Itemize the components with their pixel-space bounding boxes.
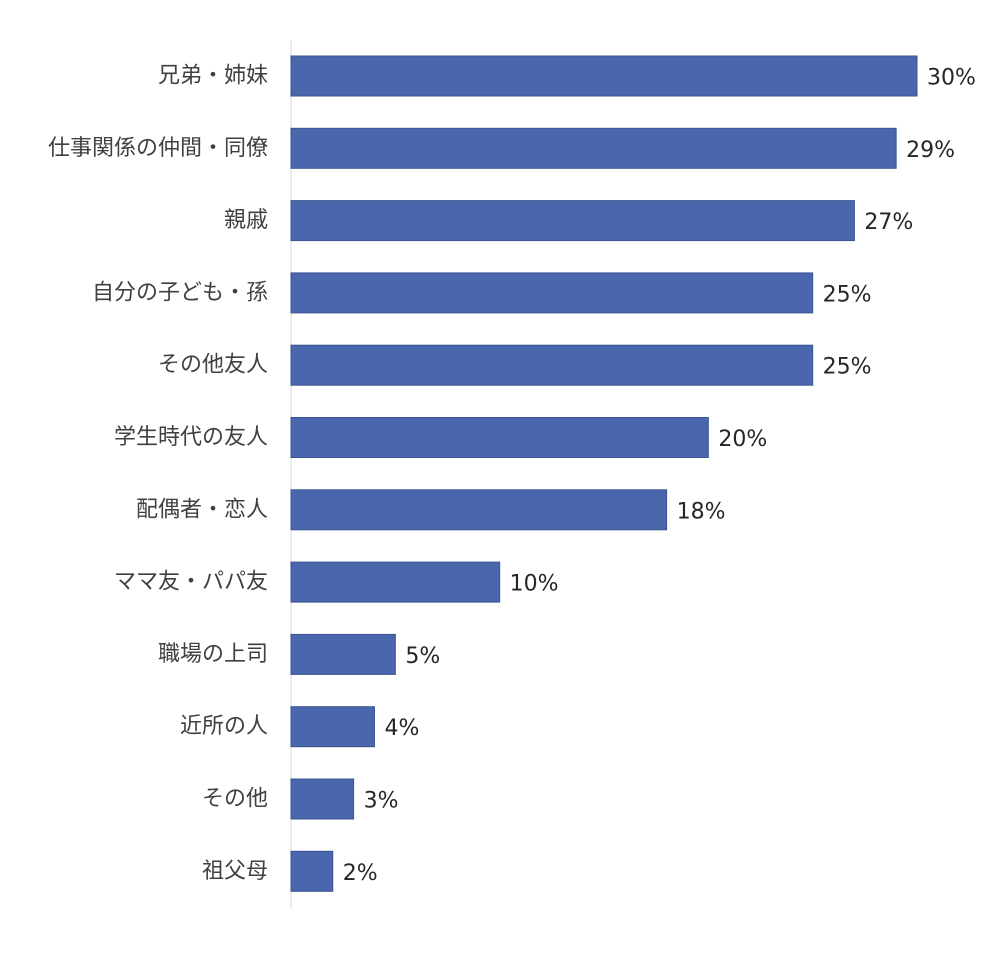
bar [290,127,897,169]
category-label: ママ友・パパ友 [114,570,268,595]
category-label: 近所の人 [180,714,268,739]
category-label: 兄弟・姉妹 [158,64,268,89]
category-labels-group: 兄弟・姉妹仕事関係の仲間・同僚親戚自分の子ども・孫その他友人学生時代の友人配偶者… [48,64,268,884]
bar [290,417,709,458]
bar [290,850,334,892]
category-label: 職場の上司 [158,642,268,667]
category-label: その他 [202,787,268,812]
bar [290,706,375,748]
category-label: 学生時代の友人 [114,425,268,450]
value-label: 20% [718,427,767,452]
category-label: 仕事関係の仲間・同僚 [48,136,268,161]
value-label: 25% [823,282,872,307]
bar [290,489,668,531]
bar [290,778,355,820]
category-label: 配偶者・恋人 [136,497,268,522]
bar [290,633,396,675]
bars-group [290,55,918,892]
value-label: 5% [405,644,440,669]
value-label: 30% [927,66,976,91]
value-label: 29% [906,138,955,163]
category-label: 自分の子ども・孫 [92,280,268,305]
category-label: 親戚 [224,208,268,233]
category-label: その他友人 [158,353,268,378]
value-label: 3% [364,789,399,814]
bar [290,200,855,242]
bar [290,55,918,97]
bar [290,272,814,314]
value-label: 27% [864,210,913,235]
value-label: 4% [384,716,419,741]
value-label: 25% [823,355,872,380]
category-label: 祖父母 [202,859,268,884]
bar [290,344,814,386]
value-label: 10% [510,572,559,597]
bar [290,561,501,603]
value-label: 2% [343,861,378,886]
value-label: 18% [677,499,726,524]
value-labels-group: 30% 29% 27% 25% 25% 20% 18% 10% 5% 4% 3% 2% [343,66,976,886]
